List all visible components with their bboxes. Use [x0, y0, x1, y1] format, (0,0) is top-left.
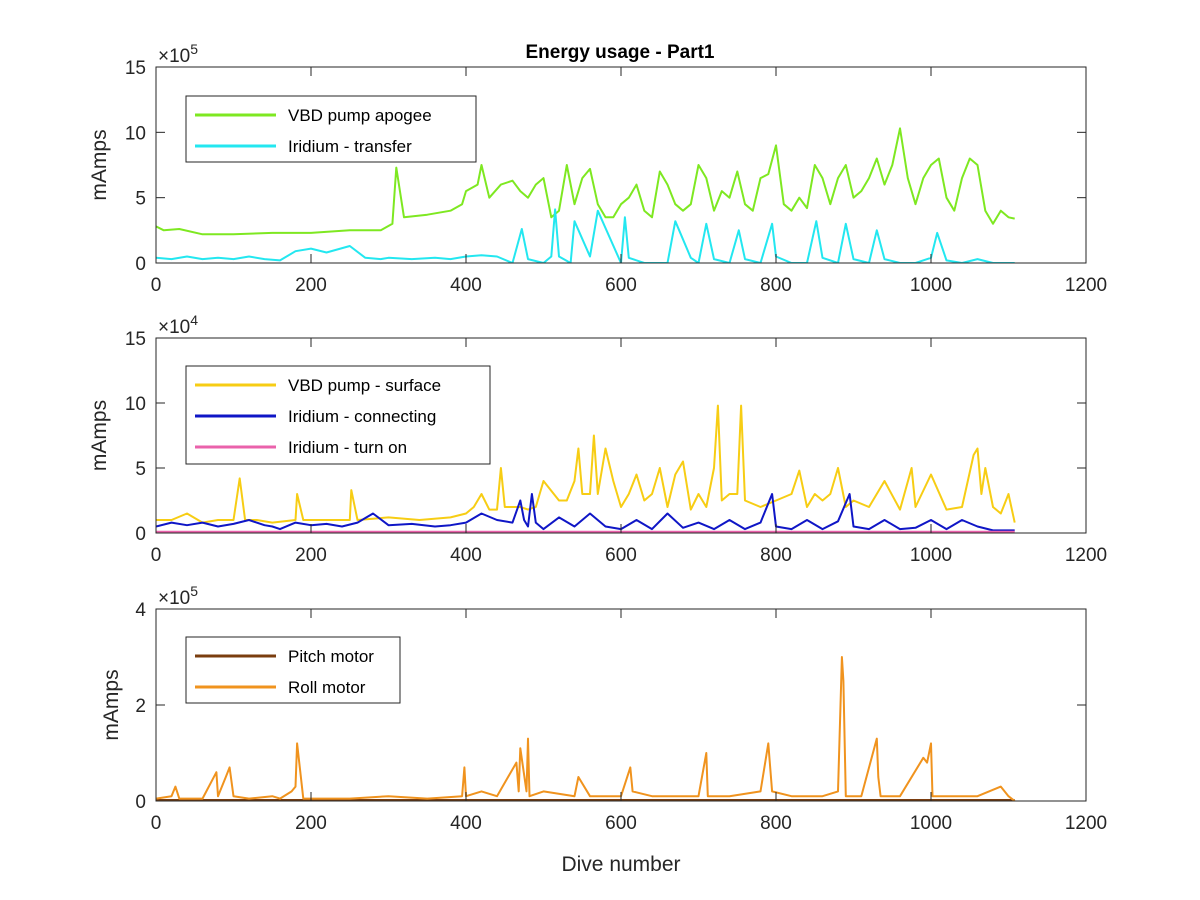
legend-box: [185, 636, 401, 704]
y-tick-label: 5: [135, 189, 146, 210]
series-group: [156, 656, 1016, 801]
x-tick-label: 1200: [1065, 813, 1107, 834]
x-tick-label: 0: [151, 275, 162, 296]
y-tick-label: 2: [135, 696, 146, 717]
y-exponent-label: ×104: [158, 312, 198, 338]
legend: Pitch motor Roll motor: [185, 636, 401, 704]
y-tick-label: 15: [125, 329, 146, 350]
y-axis-label: mAmps: [88, 400, 111, 471]
x-tick-label: 1000: [910, 813, 952, 834]
y-tick-label: 5: [135, 459, 146, 480]
x-tick-label: 400: [450, 275, 482, 296]
series-line-2: [156, 493, 1015, 532]
legend: VBD pump apogee Iridium - transfer: [185, 95, 477, 163]
x-tick-label: 1200: [1065, 275, 1107, 296]
figure-title: Energy usage - Part1: [525, 42, 714, 63]
legend-label: Iridium - connecting: [288, 407, 436, 426]
y-axis-label: mAmps: [88, 129, 111, 200]
x-tick-label: 0: [151, 545, 162, 566]
x-tick-label: 800: [760, 545, 792, 566]
x-tick-label: 1000: [910, 545, 952, 566]
y-exponent-label: ×105: [158, 583, 198, 609]
y-tick-label: 15: [125, 58, 146, 79]
x-tick-label: 600: [605, 813, 637, 834]
series-line-2: [156, 656, 1016, 801]
legend-label: Pitch motor: [288, 647, 374, 666]
x-tick-label: 200: [295, 275, 327, 296]
legend-label: Roll motor: [288, 678, 366, 697]
series-line-2: [156, 208, 1015, 263]
subplot-2: 0 200 400 600 800 1000 1200 0 5 10 15 ×104 mAmps VBD …: [88, 312, 1107, 566]
series-group: [156, 404, 1016, 533]
x-tick-label: 400: [450, 545, 482, 566]
x-tick-label: 1000: [910, 275, 952, 296]
legend-label: Iridium - turn on: [288, 438, 407, 457]
y-tick-label: 0: [135, 792, 146, 813]
legend: VBD pump - surface Iridium - connecting Ir…: [185, 365, 491, 465]
x-tick-label: 200: [295, 813, 327, 834]
y-tick-label: 10: [125, 123, 146, 144]
subplot-1: 0 200 400 600 800 1000 1200 0 5 10 15 ×105 mAmps VBD …: [88, 41, 1107, 296]
series-line-1: [156, 127, 1015, 236]
x-tick-label: 400: [450, 813, 482, 834]
y-exponent-label: ×105: [158, 41, 198, 67]
y-tick-label: 0: [135, 524, 146, 545]
x-tick-label: 1200: [1065, 545, 1107, 566]
x-tick-label: 600: [605, 275, 637, 296]
x-tick-label: 600: [605, 545, 637, 566]
legend-box: [185, 95, 477, 163]
legend-label: VBD pump - surface: [288, 376, 441, 395]
y-axis-label: mAmps: [100, 669, 123, 740]
series-group: [156, 127, 1015, 263]
legend-label: Iridium - transfer: [288, 137, 412, 156]
x-tick-label: 800: [760, 275, 792, 296]
y-tick-label: 0: [135, 254, 146, 275]
x-axis-label: Dive number: [561, 853, 680, 876]
x-tick-label: 200: [295, 545, 327, 566]
y-tick-label: 10: [125, 394, 146, 415]
series-line-1: [156, 404, 1016, 524]
y-tick-label: 4: [135, 600, 146, 621]
x-tick-label: 800: [760, 813, 792, 834]
legend-label: VBD pump apogee: [288, 106, 432, 125]
x-tick-label: 0: [151, 813, 162, 834]
subplot-3: 0 200 400 600 800 1000 1200 0 2 4 ×105 mAmps Dive nu…: [100, 583, 1107, 876]
